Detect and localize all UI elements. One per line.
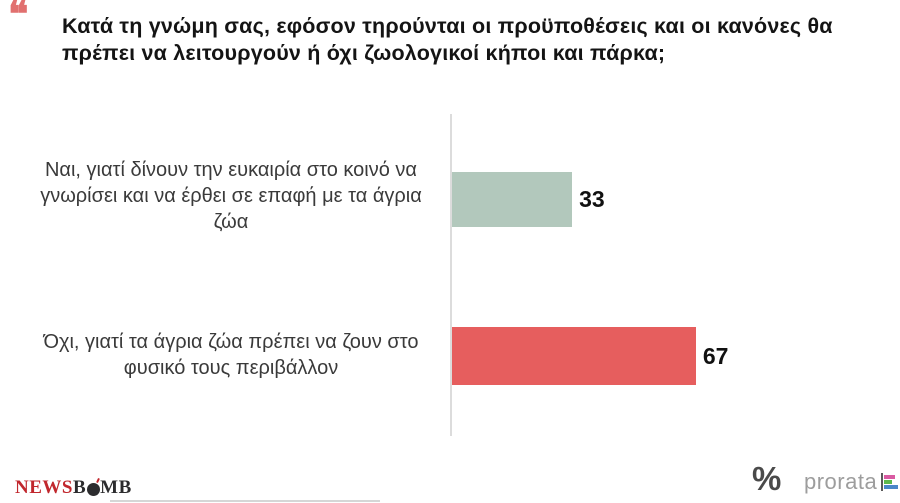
prorata-logo: prorata <box>804 469 899 495</box>
bar-yes <box>452 172 573 227</box>
newsbomb-logo-mb: MB <box>100 477 132 498</box>
category-label-no: Όχι, γιατί τα άγρια ζώα πρέπει να ζουν σ… <box>43 331 419 379</box>
quote-icon: ❝ <box>8 0 29 36</box>
prorata-bars-icon <box>881 472 899 492</box>
axis-line <box>450 114 452 436</box>
category-label-yes: Ναι, γιατί δίνουν την ευκαιρία στο κοινό… <box>40 159 422 233</box>
prorata-logo-text: prorata <box>804 469 878 494</box>
bar-row-yes: 33 <box>452 172 605 227</box>
newsbomb-logo: NEWS B MB <box>15 477 132 499</box>
bar-row-no: 67 <box>452 327 728 385</box>
bomb-icon <box>86 482 100 496</box>
bar-no <box>452 327 696 385</box>
bar-value-yes: 33 <box>579 186 605 212</box>
bar-chart: Ναι, γιατί δίνουν την ευκαιρία στο κοινό… <box>0 100 900 440</box>
chart-title: Κατά τη γνώμη σας, εφόσον τηρούνται οι π… <box>62 14 833 65</box>
newsbomb-logo-b: B <box>72 477 87 498</box>
bottom-divider-line <box>110 500 380 502</box>
percent-icon: % <box>752 460 782 497</box>
newsbomb-logo-news: NEWS <box>15 477 73 498</box>
bar-value-no: 67 <box>702 342 729 369</box>
